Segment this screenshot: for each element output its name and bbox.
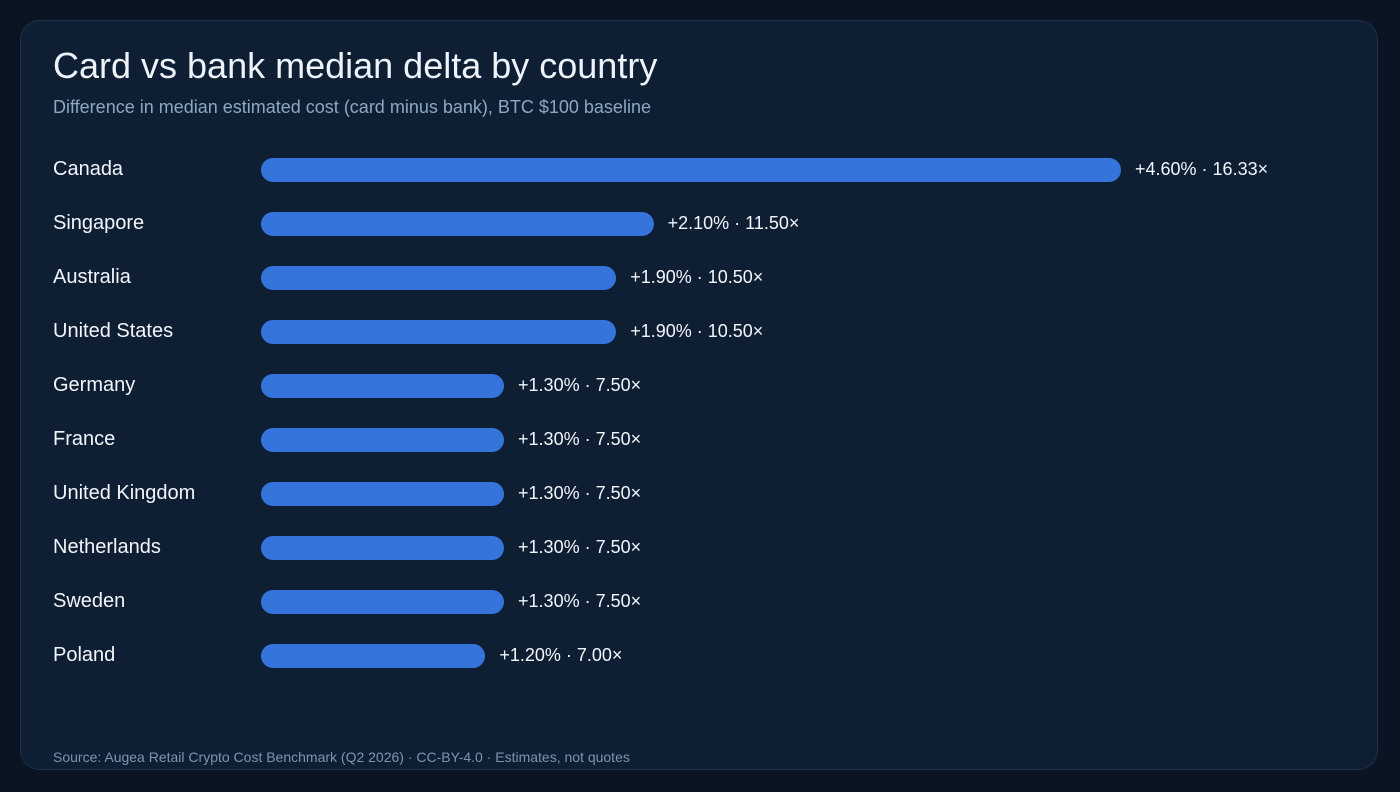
bar <box>261 644 486 668</box>
bar-row: Singapore +2.10% · 11.50× <box>21 204 1377 244</box>
bar-row: United States +1.90% · 10.50× <box>21 312 1377 352</box>
data-label: +1.30% · 7.50× <box>518 483 642 503</box>
category-label: Germany <box>53 374 136 396</box>
bar-row: France +1.30% · 7.50× <box>21 420 1377 460</box>
bar-row: Netherlands +1.30% · 7.50× <box>21 528 1377 568</box>
bar <box>261 482 505 506</box>
bar-row: Sweden +1.30% · 7.50× <box>21 582 1377 622</box>
bar <box>261 212 654 236</box>
bar-row: Canada +4.60% · 16.33× <box>21 150 1377 190</box>
data-label: +1.30% · 7.50× <box>518 429 642 449</box>
chart-subtitle: Difference in median estimated cost (car… <box>53 97 651 117</box>
bar <box>261 158 1121 182</box>
data-label: +1.30% · 7.50× <box>518 591 642 611</box>
data-label: +1.20% · 7.00× <box>499 645 623 665</box>
data-label: +1.30% · 7.50× <box>518 375 642 395</box>
bar <box>261 590 505 614</box>
category-label: Poland <box>53 644 116 666</box>
category-label: Canada <box>53 158 124 180</box>
data-label: +1.90% · 10.50× <box>630 321 764 341</box>
category-label: Netherlands <box>53 536 161 558</box>
bar-row: Poland +1.20% · 7.00× <box>21 636 1377 676</box>
category-label: United Kingdom <box>53 482 196 504</box>
chart-card: Card vs bank median delta by country Dif… <box>20 20 1378 770</box>
bar <box>261 536 505 560</box>
bar <box>261 266 617 290</box>
category-label: Australia <box>53 266 131 288</box>
bar-row: Germany +1.30% · 7.50× <box>21 366 1377 406</box>
bar-row: Australia +1.90% · 10.50× <box>21 258 1377 298</box>
data-label: +1.30% · 7.50× <box>518 537 642 557</box>
bar <box>261 320 617 344</box>
bar-row: United Kingdom +1.30% · 7.50× <box>21 474 1377 514</box>
chart-title: Card vs bank median delta by country <box>53 45 658 86</box>
category-label: United States <box>53 320 174 342</box>
data-label: +4.60% · 16.33× <box>1135 159 1269 179</box>
category-label: Singapore <box>53 212 145 234</box>
category-label: Sweden <box>53 590 126 612</box>
bar <box>261 374 505 398</box>
data-label: +1.90% · 10.50× <box>630 267 764 287</box>
category-label: France <box>53 428 116 450</box>
source-note: Source: Augea Retail Crypto Cost Benchma… <box>53 749 630 765</box>
bar <box>261 428 505 452</box>
data-label: +2.10% · 11.50× <box>667 213 800 233</box>
